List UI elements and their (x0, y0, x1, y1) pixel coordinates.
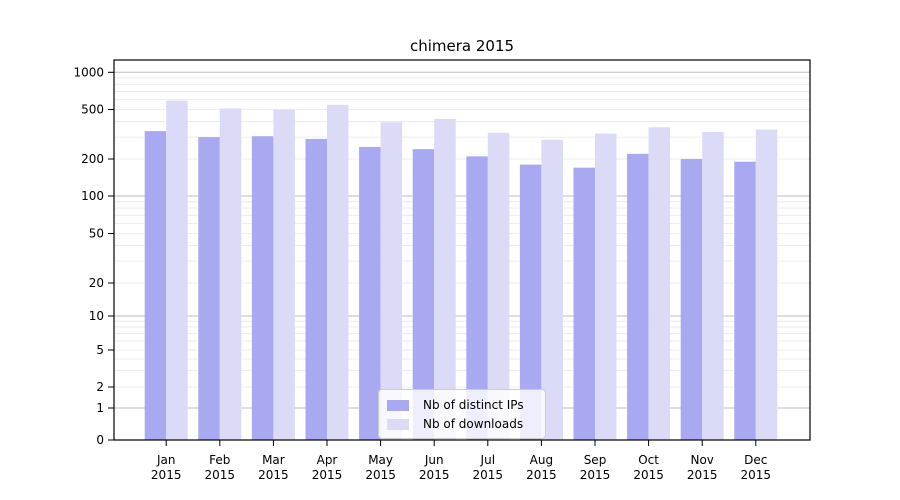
bar-downloads-jun (434, 118, 456, 440)
y-tick-label-100: 100 (81, 189, 104, 203)
y-tick-label-5: 5 (96, 343, 104, 357)
bar-distinct-ips-aug (519, 164, 542, 440)
legend-swatch-distinct-ips (387, 399, 409, 411)
x-tick-label-month-dec: Dec (744, 453, 767, 467)
legend-item-distinct-ips: Nb of distinct IPs (387, 397, 537, 413)
bar-distinct-ips-apr (305, 138, 327, 440)
x-tick-label-year-nov: 2015 (687, 468, 718, 482)
bar-distinct-ips-mar (251, 136, 274, 441)
x-tick-label-year-dec: 2015 (741, 468, 772, 482)
y-tick-label-50: 50 (89, 227, 104, 241)
x-tick-label-month-oct: Oct (638, 453, 659, 467)
x-tick-label-year-jan: 2015 (151, 468, 182, 482)
x-tick-label-month-jun: Jun (424, 453, 444, 467)
legend-item-downloads: Nb of downloads (387, 416, 537, 432)
bar-downloads-jan (166, 100, 188, 440)
bar-downloads-dec (755, 129, 778, 440)
bar-downloads-jul (487, 132, 510, 440)
x-tick-label-year-apr: 2015 (312, 468, 343, 482)
x-tick-label-month-aug: Aug (530, 453, 553, 467)
legend: Nb of distinct IPs Nb of downloads (378, 389, 546, 439)
x-tick-label-month-sep: Sep (584, 453, 607, 467)
bar-distinct-ips-jul (466, 156, 488, 440)
y-axis-ticks: 0 1 2 5 10 20 50 100 200 500 1000 (73, 66, 114, 447)
x-tick-label-month-jul: Jul (480, 453, 495, 467)
y-tick-label-2: 2 (96, 380, 104, 394)
y-tick-label-20: 20 (89, 276, 104, 290)
x-tick-label-year-feb: 2015 (205, 468, 236, 482)
bar-distinct-ips-feb (198, 137, 220, 441)
x-tick-label-year-jul: 2015 (473, 468, 504, 482)
y-tick-label-1: 1 (96, 401, 104, 415)
y-tick-label-200: 200 (81, 152, 104, 166)
bar-distinct-ips-oct (627, 153, 649, 440)
x-tick-label-month-apr: Apr (317, 453, 338, 467)
x-tick-label-month-nov: Nov (690, 453, 713, 467)
bar-distinct-ips-sep (573, 167, 595, 440)
x-tick-label-month-may: May (368, 453, 393, 467)
x-tick-label-year-oct: 2015 (633, 468, 664, 482)
x-tick-label-month-mar: Mar (262, 453, 285, 467)
bar-downloads-may (380, 122, 403, 441)
bar-distinct-ips-dec (734, 161, 756, 440)
bar-downloads-oct (648, 127, 671, 441)
x-tick-label-year-mar: 2015 (258, 468, 289, 482)
legend-swatch-downloads (387, 418, 409, 430)
bar-distinct-ips-jun (412, 149, 435, 441)
legend-label-distinct-ips: Nb of distinct IPs (423, 398, 524, 412)
bar-downloads-mar (273, 109, 295, 440)
bar-distinct-ips-may (359, 146, 381, 440)
bar-downloads-sep (595, 133, 617, 441)
x-tick-label-year-jun: 2015 (419, 468, 450, 482)
bar-downloads-nov (702, 131, 724, 441)
bar-downloads-feb (219, 108, 242, 440)
bar-distinct-ips-nov (680, 159, 703, 440)
bar-downloads-apr (327, 104, 349, 440)
y-tick-label-0: 0 (96, 433, 104, 447)
bar-distinct-ips-jan (144, 131, 167, 441)
legend-label-downloads: Nb of downloads (423, 417, 524, 431)
plot-frame (113, 59, 811, 441)
bar-downloads-aug (541, 139, 563, 440)
y-tick-label-1000: 1000 (73, 66, 104, 80)
x-tick-label-month-feb: Feb (209, 453, 230, 467)
chart-title: chimera 2015 (410, 37, 514, 55)
bar-series-group (144, 100, 778, 441)
y-tick-label-500: 500 (81, 103, 104, 117)
x-tick-label-year-may: 2015 (365, 468, 396, 482)
x-tick-label-year-aug: 2015 (526, 468, 557, 482)
x-axis-ticks: Jan2015Feb2015Mar2015Apr2015May2015Jun20… (151, 440, 771, 482)
x-tick-label-year-sep: 2015 (580, 468, 611, 482)
x-tick-label-month-jan: Jan (156, 453, 176, 467)
y-tick-label-10: 10 (89, 309, 104, 323)
